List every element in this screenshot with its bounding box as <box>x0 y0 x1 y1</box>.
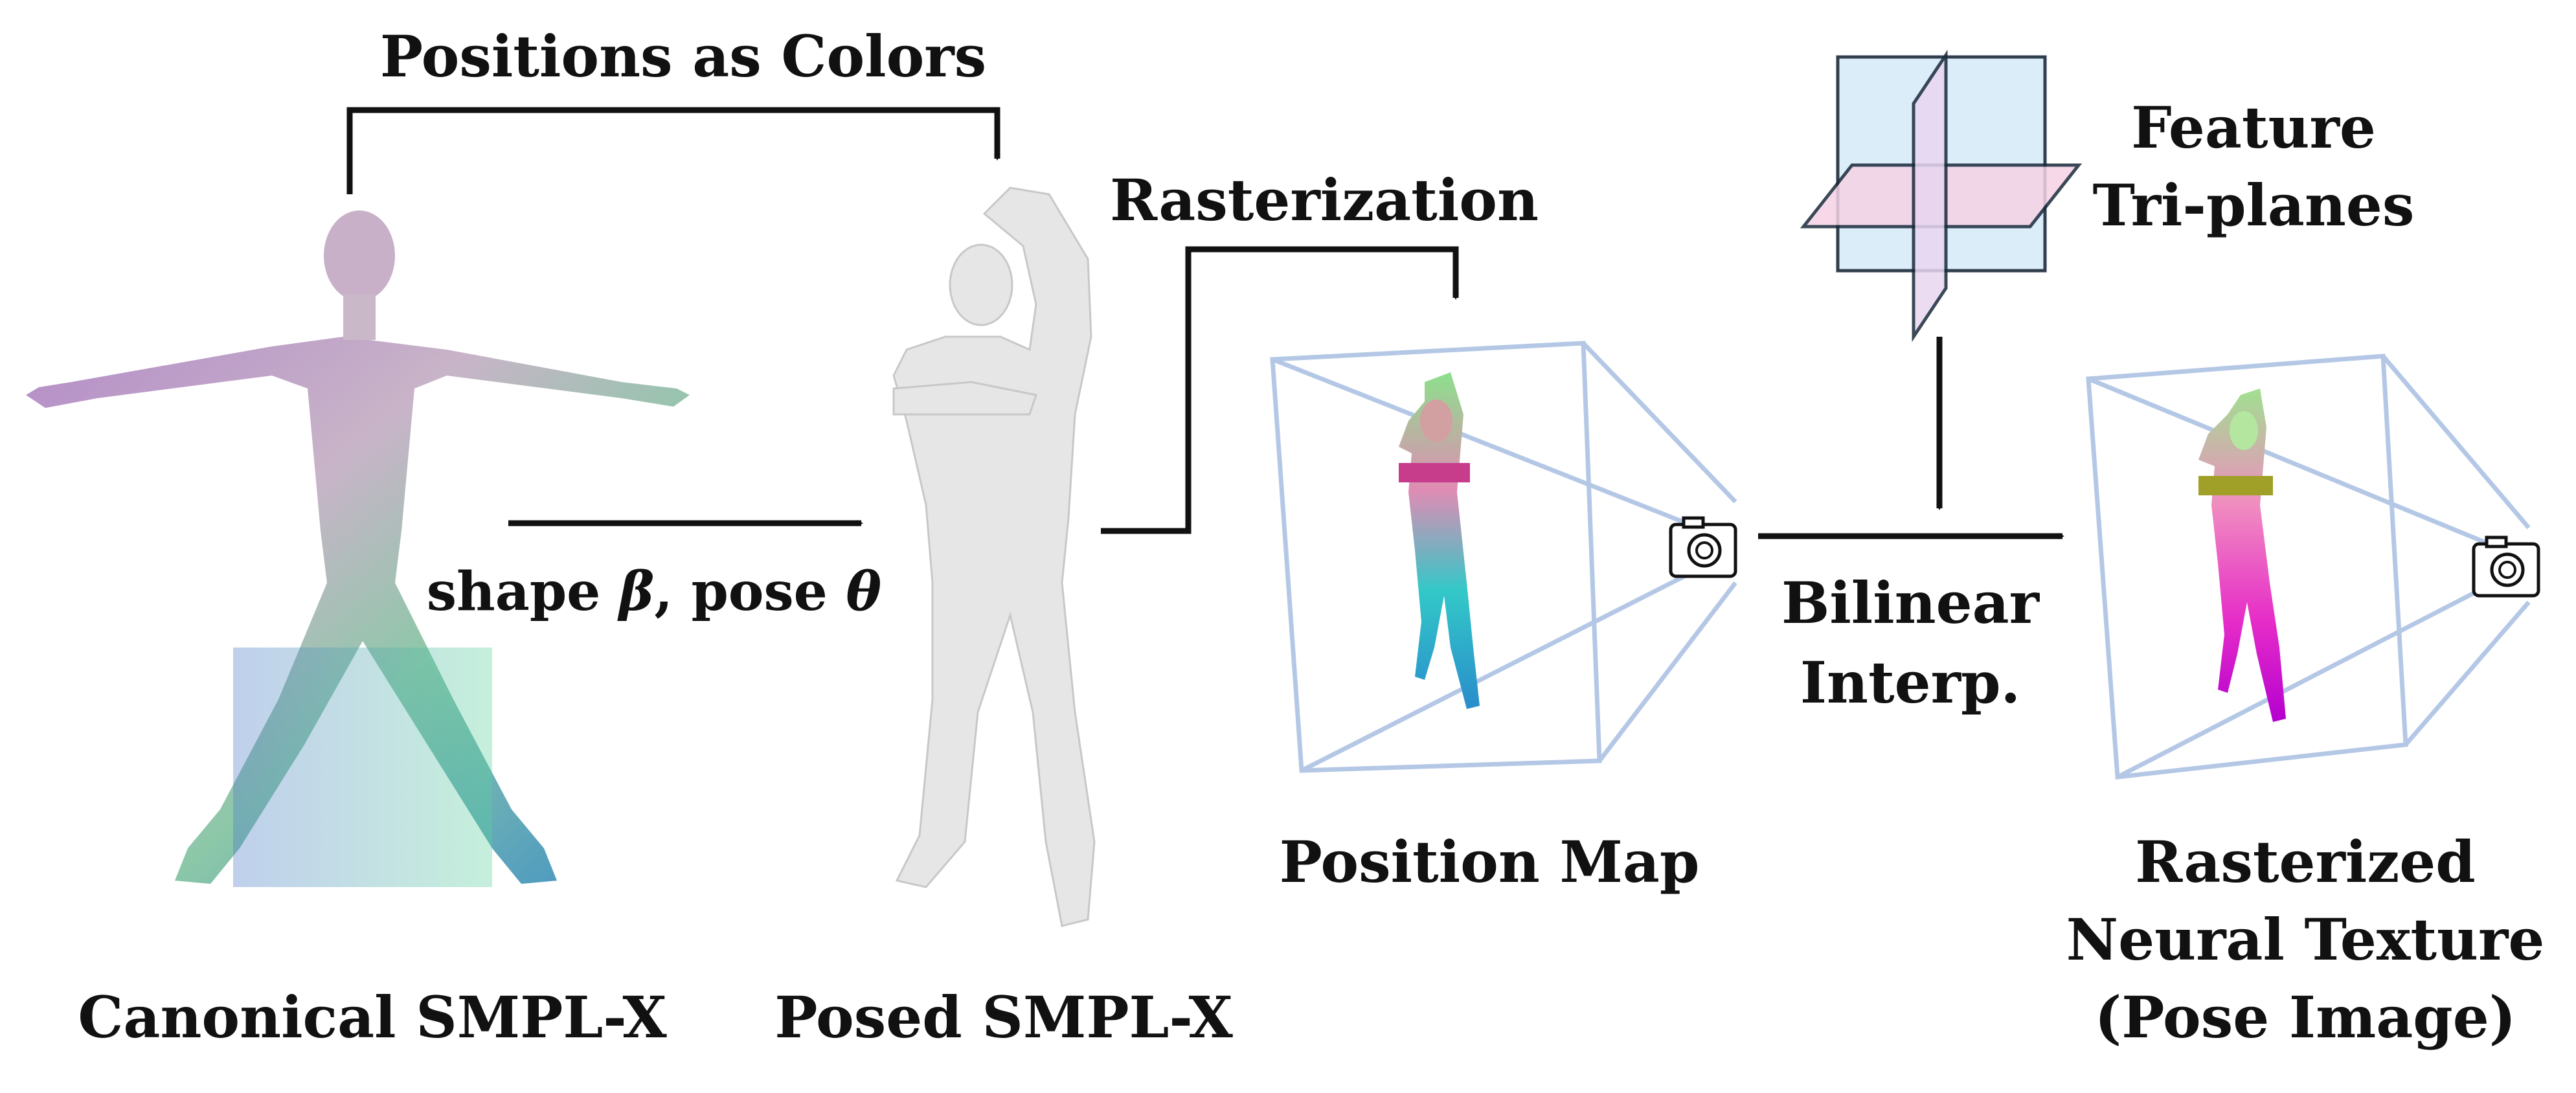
posed-smplx-figure <box>894 188 1094 926</box>
label-rasterization: Rasterization <box>1110 166 1539 234</box>
label-neural-texture: Neural Texture <box>2066 906 2545 973</box>
rasterization-connector <box>1101 249 1456 531</box>
position-map-figure <box>1399 372 1480 709</box>
label-posed-smplx: Posed SMPL-X <box>774 984 1233 1051</box>
position-map-frustum <box>1272 343 1735 771</box>
label-interp: Interp. <box>1800 649 2020 716</box>
canonical-smplx-figure <box>26 210 690 887</box>
label-feature: Feature <box>2131 94 2376 161</box>
neural-texture-figure <box>2198 389 2286 722</box>
label-positions-as-colors: Positions as Colors <box>380 23 986 90</box>
label-rasterized: Rasterized <box>2135 828 2476 896</box>
camera-icon <box>2474 537 2538 596</box>
tri-plane-icon <box>1803 55 2079 337</box>
neural-texture-frustum <box>2088 356 2529 777</box>
label-shape-pose: shape β, pose θ <box>427 561 881 623</box>
label-canonical-smplx: Canonical SMPL-X <box>78 984 667 1051</box>
camera-icon <box>1671 518 1735 576</box>
label-tri-planes: Tri-planes <box>2093 172 2415 239</box>
positions-as-colors-connector <box>350 110 997 194</box>
label-bilinear: Bilinear <box>1781 569 2040 637</box>
label-position-map: Position Map <box>1280 828 1700 896</box>
label-pose-image: (Pose Image) <box>2095 984 2516 1051</box>
